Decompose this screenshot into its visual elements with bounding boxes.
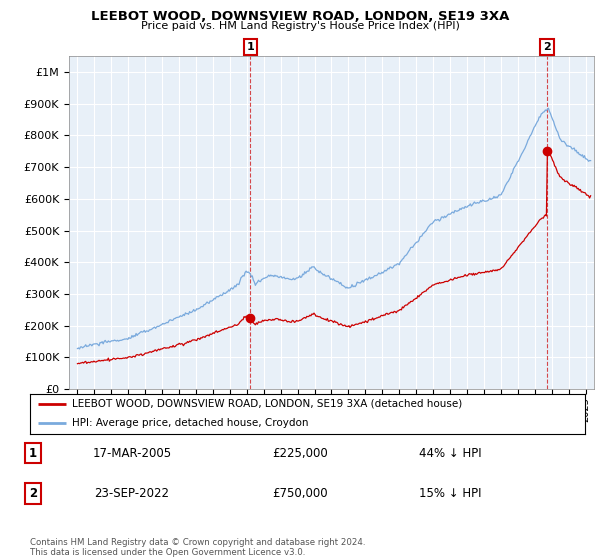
Text: Contains HM Land Registry data © Crown copyright and database right 2024.
This d: Contains HM Land Registry data © Crown c… [30, 538, 365, 557]
Text: 23-SEP-2022: 23-SEP-2022 [95, 487, 170, 500]
Text: HPI: Average price, detached house, Croydon: HPI: Average price, detached house, Croy… [71, 418, 308, 428]
Text: £225,000: £225,000 [272, 447, 328, 460]
Text: £750,000: £750,000 [272, 487, 328, 500]
Text: Price paid vs. HM Land Registry's House Price Index (HPI): Price paid vs. HM Land Registry's House … [140, 21, 460, 31]
Text: LEEBOT WOOD, DOWNSVIEW ROAD, LONDON, SE19 3XA: LEEBOT WOOD, DOWNSVIEW ROAD, LONDON, SE1… [91, 10, 509, 23]
Text: LEEBOT WOOD, DOWNSVIEW ROAD, LONDON, SE19 3XA (detached house): LEEBOT WOOD, DOWNSVIEW ROAD, LONDON, SE1… [71, 399, 462, 409]
Text: 2: 2 [29, 487, 37, 500]
Text: 2: 2 [543, 42, 551, 52]
Text: 1: 1 [29, 447, 37, 460]
Text: 17-MAR-2005: 17-MAR-2005 [92, 447, 172, 460]
Text: 1: 1 [247, 42, 254, 52]
Text: 44% ↓ HPI: 44% ↓ HPI [419, 447, 481, 460]
Text: 15% ↓ HPI: 15% ↓ HPI [419, 487, 481, 500]
